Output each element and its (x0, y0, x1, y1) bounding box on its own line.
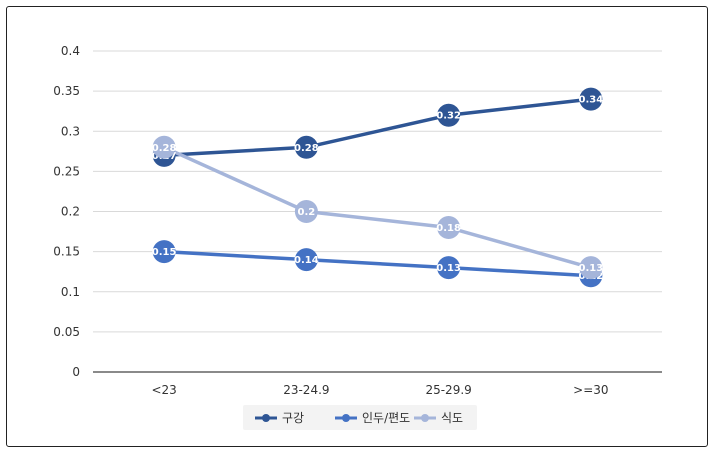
series-lines (163, 97, 592, 278)
series-line-2 (163, 145, 592, 270)
x-tick-label: 25-29.9 (425, 383, 471, 397)
x-tick-label: <23 (151, 383, 176, 397)
series-line-1 (164, 249, 591, 278)
data-point (437, 216, 461, 240)
data-label: 0.34 (579, 95, 604, 106)
series-points: 0.270.280.320.340.150.140.130.120.280.20… (152, 87, 604, 288)
data-point (152, 135, 176, 159)
y-tick-label: 0.35 (53, 84, 80, 98)
y-tick-label: 0.15 (53, 245, 80, 259)
legend-label: 인두/편도 (362, 411, 410, 425)
legend-marker (421, 414, 429, 422)
data-point (294, 248, 318, 272)
data-label: 0.13 (579, 263, 604, 274)
data-label: 0.18 (436, 223, 461, 234)
data-point (579, 256, 603, 280)
data-label: 0.28 (294, 143, 319, 154)
data-point (294, 135, 318, 159)
data-point (579, 87, 603, 111)
y-tick-label: 0.3 (61, 124, 80, 138)
data-point (437, 256, 461, 280)
chart-frame (6, 6, 708, 447)
data-label: 0.15 (152, 247, 177, 258)
x-axis-ticks: <23 23-24.9 25-29.9 >=30 (151, 383, 608, 397)
legend-marker (342, 414, 350, 422)
legend-background (243, 405, 477, 430)
y-axis-ticks: 0 0.05 0.1 0.15 0.2 0.25 0.3 0.35 0.4 (53, 44, 80, 379)
data-point (152, 240, 176, 264)
y-tick-label: 0.1 (61, 285, 80, 299)
x-tick-label: >=30 (573, 383, 608, 397)
data-label: 0.32 (436, 111, 461, 122)
x-tick-label: 23-24.9 (283, 383, 329, 397)
data-point (294, 200, 318, 223)
legend-label: 구강 (282, 411, 304, 425)
data-label: 0.14 (294, 255, 319, 266)
y-tick-label: 0.2 (61, 205, 80, 219)
legend-marker (262, 414, 270, 422)
y-tick-label: 0.25 (53, 164, 80, 178)
y-tick-label: 0 (72, 365, 80, 379)
series-line-0 (164, 97, 592, 158)
data-label: 0.2 (298, 207, 316, 218)
y-tick-label: 0.05 (53, 325, 80, 339)
data-label: 0.13 (436, 263, 461, 274)
gridlines (93, 50, 662, 373)
legend: 구강 인두/편도 식도 (243, 405, 477, 430)
y-tick-label: 0.4 (61, 44, 80, 58)
data-label: 0.28 (152, 143, 177, 154)
legend-label: 식도 (441, 411, 463, 425)
data-point (437, 103, 461, 127)
